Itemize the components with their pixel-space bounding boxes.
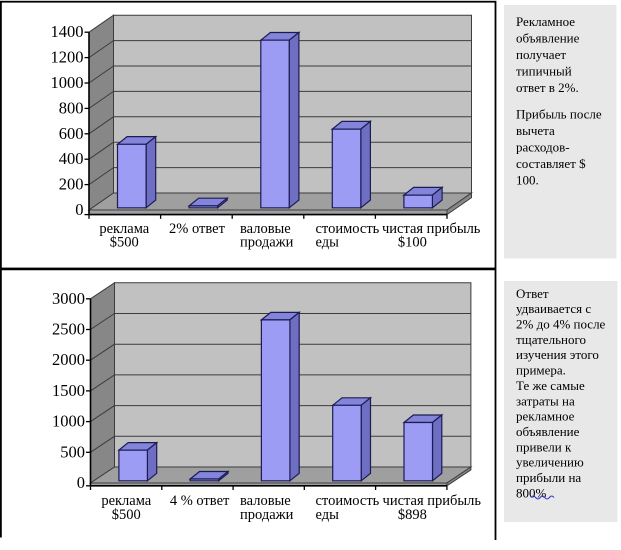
svg-text:вычета: вычета xyxy=(516,123,555,138)
svg-text:объявление: объявление xyxy=(516,424,580,439)
svg-text:2500: 2500 xyxy=(52,320,85,339)
svg-text:стоимость: стоимость xyxy=(316,221,380,237)
svg-text:примера.: примера. xyxy=(516,363,566,378)
svg-text:4 % ответ: 4 % ответ xyxy=(170,493,230,509)
svg-text:Ответ: Ответ xyxy=(516,286,549,301)
svg-text:валовые: валовые xyxy=(240,493,291,509)
svg-text:0: 0 xyxy=(77,473,85,492)
svg-text:100.: 100. xyxy=(516,173,539,188)
svg-text:составляет $: составляет $ xyxy=(516,156,586,171)
svg-text:прибыли на: прибыли на xyxy=(516,470,581,485)
svg-text:600: 600 xyxy=(59,124,84,143)
svg-text:Те же самые: Те же самые xyxy=(516,378,585,393)
svg-text:ответ в 2%.: ответ в 2%. xyxy=(516,80,579,95)
svg-text:2% до 4% после: 2% до 4% после xyxy=(516,317,606,332)
svg-text:1500: 1500 xyxy=(52,381,85,400)
svg-text:объявление: объявление xyxy=(516,30,580,45)
svg-text:400: 400 xyxy=(59,149,84,168)
svg-text:еды: еды xyxy=(316,235,340,251)
svg-text:800: 800 xyxy=(59,98,84,117)
svg-text:продажи: продажи xyxy=(240,507,294,523)
svg-text:$500: $500 xyxy=(112,507,141,523)
svg-text:1200: 1200 xyxy=(51,48,84,67)
svg-text:500: 500 xyxy=(60,442,85,461)
svg-text:реклама: реклама xyxy=(101,493,151,509)
svg-text:1400: 1400 xyxy=(51,22,84,41)
svg-text:реклама: реклама xyxy=(99,221,149,237)
svg-text:затраты на: затраты на xyxy=(516,393,575,408)
svg-text:типичный: типичный xyxy=(516,64,572,79)
svg-text:200: 200 xyxy=(59,175,84,194)
svg-text:валовые: валовые xyxy=(240,221,291,237)
svg-text:расходов-: расходов- xyxy=(516,140,570,155)
svg-text:1000: 1000 xyxy=(51,73,84,92)
svg-text:чистая прибыль: чистая прибыль xyxy=(382,221,481,237)
svg-text:получает: получает xyxy=(516,47,566,62)
svg-text:чистая прибыль: чистая прибыль xyxy=(383,493,482,509)
svg-text:3000: 3000 xyxy=(52,289,85,308)
svg-text:800%: 800% xyxy=(516,485,547,500)
svg-text:2000: 2000 xyxy=(52,350,85,369)
svg-text:стоимость: стоимость xyxy=(316,493,380,509)
svg-text:изучения этого: изучения этого xyxy=(516,347,599,362)
svg-text:тщательного: тщательного xyxy=(516,332,586,347)
svg-text:$500: $500 xyxy=(110,235,139,251)
svg-text:привели к: привели к xyxy=(516,439,572,454)
svg-text:Прибыль после: Прибыль после xyxy=(516,106,602,121)
svg-text:удваивается с: удваивается с xyxy=(516,301,591,316)
svg-text:1000: 1000 xyxy=(52,412,85,431)
svg-text:Рекламное: Рекламное xyxy=(516,14,575,29)
svg-text:увеличению: увеличению xyxy=(516,455,584,470)
svg-text:2% ответ: 2% ответ xyxy=(169,221,226,237)
svg-text:еды: еды xyxy=(316,507,340,523)
svg-text:$100: $100 xyxy=(398,235,427,251)
svg-text:рекламное: рекламное xyxy=(516,409,575,424)
svg-text:продажи: продажи xyxy=(240,235,294,251)
svg-text:0: 0 xyxy=(75,200,83,219)
svg-text:$898: $898 xyxy=(398,507,427,523)
